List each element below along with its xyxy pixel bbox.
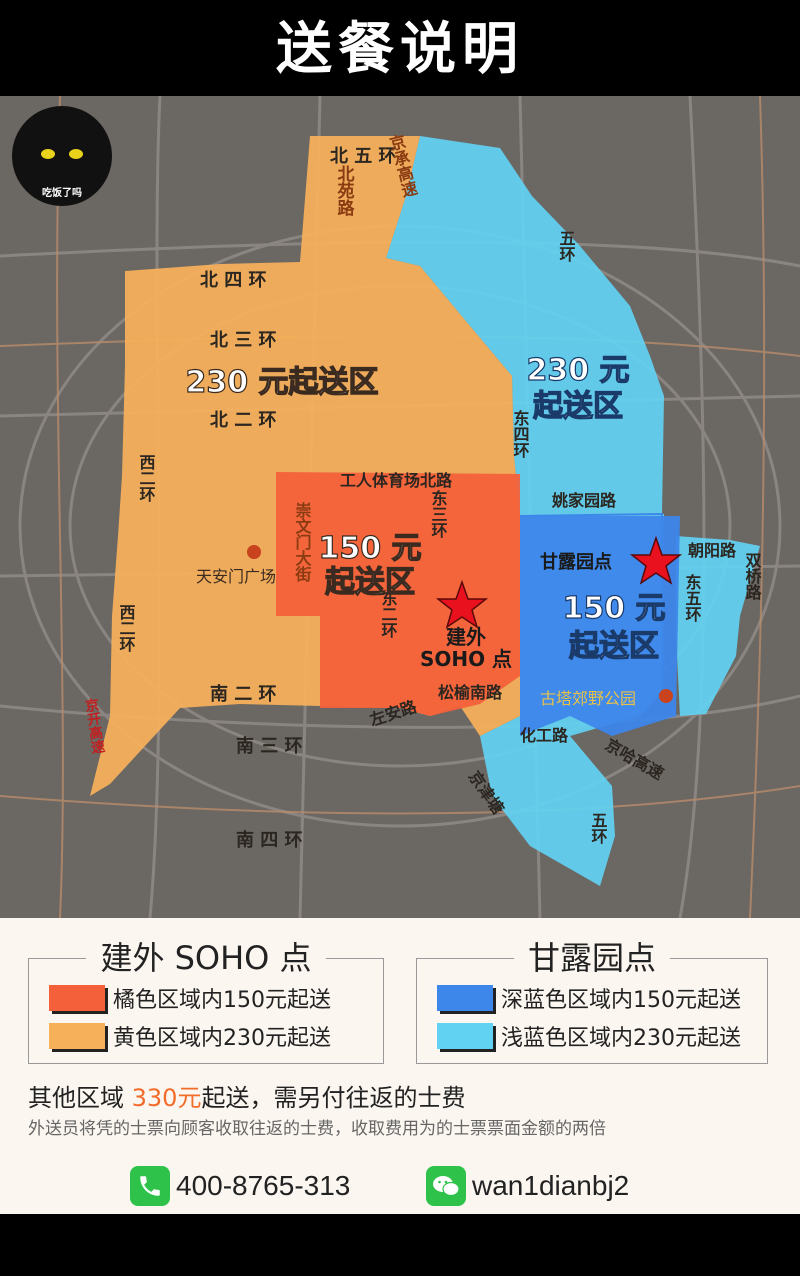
ganluyuan-label: 甘露园点 — [540, 551, 612, 573]
yellow-swatch — [49, 1023, 105, 1049]
label-xi-er-huan-upper: 西二环 — [137, 454, 156, 503]
label-nan-si-huan: 南 四 环 — [236, 829, 303, 851]
label-dong-wu-huan: 东五环 — [683, 573, 702, 623]
label-xi-er-huan-lower: 西二环 — [117, 604, 136, 653]
phone-contact[interactable]: 400-8765-313 — [130, 1164, 350, 1208]
orange-zone — [276, 472, 520, 716]
wechat-contact[interactable]: wan1dianbj2 — [426, 1164, 629, 1208]
label-huagong-lu: 化工路 — [520, 726, 569, 745]
label-wu-huan-upper: 五环 — [557, 230, 576, 263]
zone-label-cyan-1: 230 元 — [526, 353, 629, 388]
svg-text:吃饭了吗: 吃饭了吗 — [42, 186, 82, 199]
label-jing-kai-gao-su: 京开高速 — [82, 696, 106, 756]
light-blue-swatch — [437, 1023, 493, 1049]
legend-ganluyuan-title: 甘露园点 — [513, 939, 670, 977]
label-wu-huan-lower: 五环 — [589, 812, 608, 845]
legend-ganluyuan-row-2: 浅蓝色区域内230元起送 — [501, 1026, 741, 1051]
label-gongren-tiyuchang: 工人体育场北路 — [340, 471, 453, 490]
label-shuangqiao-lu: 双桥路 — [743, 552, 762, 601]
jianwai-label-1: 建外 — [446, 625, 486, 649]
other-area-note: 其他区域 330元起送，需另付往返的士费 — [28, 1084, 466, 1112]
label-chongwenmen: 崇文门大街 — [293, 501, 313, 583]
footer-bar — [0, 1214, 800, 1276]
legend-panel: 建外 SOHO 点 橘色区域内150元起送 黄色区域内230元起送 甘露园点 深… — [0, 918, 800, 1214]
legend-ganluyuan-row-1: 深蓝色区域内150元起送 — [501, 988, 741, 1013]
label-yaojiayuan-lu: 姚家园路 — [551, 491, 617, 510]
tiananmen-marker: 天安门广场 — [196, 545, 276, 586]
legend-jianwai-title: 建外 SOHO 点 — [86, 939, 326, 977]
ganluyuan-marker: 甘露园点 — [540, 535, 683, 585]
label-songyu-nanlu: 松榆南路 — [438, 683, 503, 702]
label-nan-san-huan: 南 三 环 — [236, 735, 303, 757]
label-bei-si-huan: 北 四 环 — [200, 270, 267, 291]
guta-park-marker: 古塔郊野公园 — [540, 689, 673, 708]
delivery-map: 吃饭了吗 北 五 环 北 四 环 北 三 环 北 二 环 工人体育场北路 姚家园… — [0, 96, 800, 918]
zone-label-cyan-2: 起送区 — [533, 389, 623, 424]
label-nan-er-huan: 南 二 环 — [210, 683, 277, 705]
label-dong-si-huan: 东四环 — [511, 409, 530, 459]
deep-blue-swatch — [437, 985, 493, 1011]
legend-ganluyuan: 甘露园点 深蓝色区域内150元起送 浅蓝色区域内230元起送 — [416, 939, 768, 1064]
label-dong-er-huan: 东二环 — [379, 589, 398, 639]
label-dong-san-huan: 东三环 — [429, 489, 448, 539]
zone-label-yellow: 230 元起送区 — [185, 365, 378, 400]
wechat-icon — [426, 1166, 466, 1206]
phone-icon — [130, 1166, 170, 1206]
tiananmen-label: 天安门广场 — [196, 567, 276, 586]
label-bei-er-huan: 北 二 环 — [210, 410, 277, 431]
page-title: 送餐说明 — [0, 0, 800, 96]
guta-park-label: 古塔郊野公园 — [540, 689, 636, 708]
deep-blue-zone — [520, 516, 680, 736]
label-bei-san-huan: 北 三 环 — [210, 330, 277, 351]
zone-label-blue-1: 150 元 — [562, 591, 665, 626]
taxi-fee-note: 外送员将凭的士票向顾客收取往返的士费，收取费用为的士票票面金额的两倍 — [28, 1119, 606, 1139]
wechat-id: wan1dianbj2 — [472, 1170, 630, 1201]
legend-jianwai: 建外 SOHO 点 橘色区域内150元起送 黄色区域内230元起送 — [28, 939, 384, 1064]
orange-swatch — [49, 985, 105, 1011]
brand-logo: 吃饭了吗 — [12, 106, 112, 206]
light-blue-zone — [386, 136, 760, 886]
label-bei-wu-huan: 北 五 环 — [330, 146, 397, 167]
zone-label-red-2: 起送区 — [325, 565, 415, 600]
phone-number: 400-8765-313 — [176, 1170, 351, 1201]
zone-label-blue-2: 起送区 — [569, 629, 659, 664]
jianwai-label-2: SOHO 点 — [420, 647, 512, 671]
zone-label-red-1: 150 元 — [318, 531, 421, 566]
legend-jianwai-row-2: 黄色区域内230元起送 — [113, 1026, 331, 1051]
other-area-price: 330元 — [131, 1084, 202, 1112]
label-chaoyang-lu: 朝阳路 — [688, 541, 737, 560]
jianwai-soho-marker: 建外 SOHO 点 — [420, 579, 512, 671]
legend-jianwai-row-1: 橘色区域内150元起送 — [113, 988, 331, 1013]
